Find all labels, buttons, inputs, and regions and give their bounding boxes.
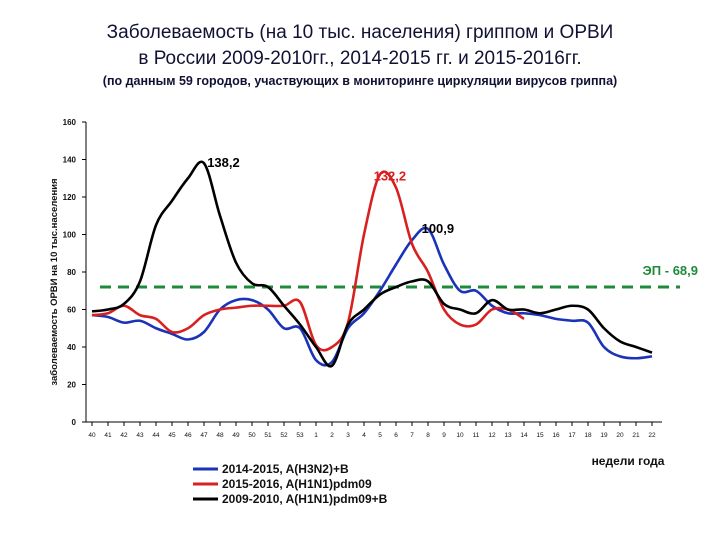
- x-tick-label: 17: [568, 432, 576, 439]
- y-tick-label: 100: [63, 231, 77, 240]
- threshold-label: ЭП - 68,9: [643, 263, 698, 278]
- y-tick-label: 160: [63, 118, 77, 127]
- x-tick-label: 47: [200, 432, 208, 439]
- x-tick-label: 43: [136, 432, 144, 439]
- y-axis-ticks: 0 20 40 60 80 100 120 140 160: [63, 118, 86, 427]
- x-tick-label: 13: [504, 432, 512, 439]
- peak-annotation: 132,2: [374, 168, 407, 183]
- x-tick-label: 52: [280, 432, 288, 439]
- legend-label: 2015-2016, A(H1N1)pdm09: [222, 477, 372, 491]
- y-tick-label: 0: [72, 418, 77, 427]
- x-tick-label: 46: [184, 432, 192, 439]
- x-tick-label: 2: [330, 432, 334, 439]
- x-tick-label: 5: [378, 432, 382, 439]
- series-line-1: [91, 226, 653, 367]
- x-tick-label: 51: [264, 432, 272, 439]
- x-tick-label: 8: [426, 432, 430, 439]
- y-tick-label: 60: [67, 306, 76, 315]
- chart-title-line-2: в России 2009-2010гг., 2014-2015 гг. и 2…: [138, 48, 582, 69]
- y-tick-label: 140: [63, 156, 77, 165]
- y-tick-label: 120: [63, 193, 77, 202]
- x-tick-label: 48: [216, 432, 224, 439]
- y-tick-label: 20: [67, 381, 76, 390]
- x-tick-label: 19: [600, 432, 608, 439]
- x-tick-label: 44: [152, 432, 160, 439]
- x-tick-label: 40: [88, 432, 96, 439]
- x-tick-label: 6: [394, 432, 398, 439]
- y-tick-label: 40: [67, 343, 76, 352]
- y-tick-label: 80: [67, 268, 76, 277]
- x-tick-label: 14: [520, 432, 528, 439]
- x-tick-label: 12: [488, 432, 496, 439]
- x-tick-label: 7: [410, 432, 414, 439]
- x-tick-label: 45: [168, 432, 176, 439]
- x-tick-label: 11: [473, 432, 480, 439]
- series-line-2: [91, 170, 525, 352]
- y-axis-label: заболеваемость ОРВИ на 10 тыс.населения: [49, 178, 60, 385]
- x-axis-label: недели года: [592, 454, 665, 468]
- chart-title-line-1: Заболеваемость (на 10 тыс. населения) гр…: [106, 22, 614, 43]
- x-tick-label: 20: [616, 432, 624, 439]
- x-tick-label: 21: [632, 432, 640, 439]
- x-tick-label: 22: [648, 432, 656, 439]
- peak-annotation: 100,9: [422, 221, 455, 236]
- x-tick-label: 41: [104, 432, 112, 439]
- x-tick-label: 9: [442, 432, 446, 439]
- series-lines: [91, 160, 653, 368]
- x-tick-label: 1: [314, 432, 318, 439]
- x-axis-ticks: 40 41 42 43 44 45 46 47 48 49 50 51 52 53 1 2 3 4 5 6 7 8 9 10 1…: [88, 422, 656, 439]
- peak-annotations: 138,2 132,2 100,9: [207, 155, 454, 236]
- x-tick-label: 16: [552, 432, 560, 439]
- legend-label: 2009-2010, A(H1N1)pdm09+B: [222, 492, 388, 506]
- x-tick-label: 4: [362, 432, 366, 439]
- x-tick-label: 18: [584, 432, 592, 439]
- chart-subtitle: (по данным 59 городов, участвующих в мон…: [102, 74, 618, 88]
- x-tick-label: 15: [536, 432, 544, 439]
- legend-label: 2014-2015, A(H3N2)+B: [222, 462, 349, 476]
- peak-annotation: 138,2: [207, 155, 240, 170]
- x-tick-label: 42: [120, 432, 128, 439]
- x-tick-label: 10: [456, 432, 464, 439]
- x-tick-label: 50: [248, 432, 256, 439]
- series-line-3: [91, 160, 653, 368]
- x-tick-label: 3: [346, 432, 350, 439]
- x-tick-label: 49: [232, 432, 240, 439]
- x-tick-label: 53: [296, 432, 304, 439]
